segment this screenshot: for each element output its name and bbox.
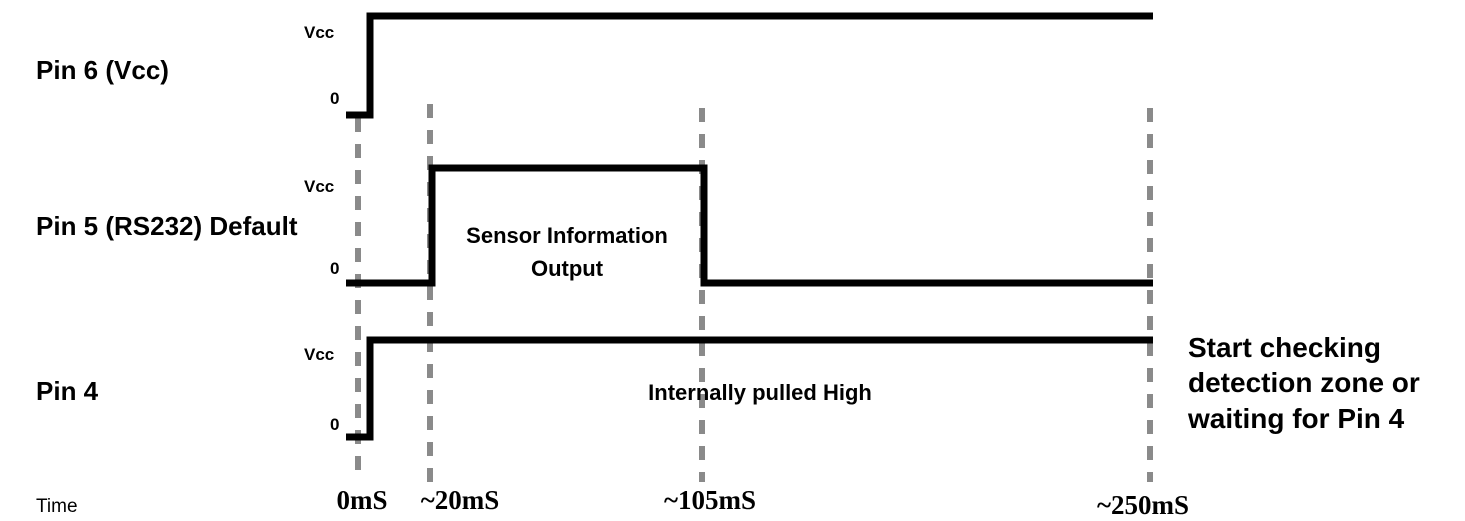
pin6-zero-level: 0 <box>330 89 339 108</box>
row-pin6: Pin 6 (Vcc) Vcc 0 <box>36 12 1153 119</box>
pin4-annotation: Internally pulled High <box>648 380 872 405</box>
pin4-waveform <box>346 336 1153 441</box>
pin5-vcc-level: Vcc <box>304 177 334 196</box>
side-note-line2: detection zone or <box>1188 367 1420 398</box>
time-axis: Time 0mS ~20mS ~105mS ~250mS <box>36 485 1189 520</box>
pin5-zero-level: 0 <box>330 259 339 278</box>
tick-105ms: ~105mS <box>664 485 756 515</box>
pin6-vcc-level: Vcc <box>304 23 334 42</box>
pin4-vcc-level: Vcc <box>304 345 334 364</box>
side-note-line1: Start checking <box>1188 332 1381 363</box>
pin5-annotation-line2: Output <box>531 256 604 281</box>
pin5-label: Pin 5 (RS232) Default <box>36 211 298 241</box>
tick-20ms: ~20mS <box>421 485 500 515</box>
pin6-waveform <box>346 12 1153 119</box>
tick-250ms: ~250mS <box>1097 490 1189 520</box>
row-pin5: Pin 5 (RS232) Default Vcc 0 Sensor Infor… <box>36 164 1153 287</box>
pin4-label: Pin 4 <box>36 376 99 406</box>
pin4-zero-level: 0 <box>330 415 339 434</box>
pin5-annotation-line1: Sensor Information <box>466 223 668 248</box>
tick-0ms: 0mS <box>336 485 387 515</box>
time-markers <box>355 104 1153 482</box>
pin6-label: Pin 6 (Vcc) <box>36 55 169 85</box>
side-note: Start checking detection zone or waiting… <box>1187 332 1420 434</box>
side-note-line3: waiting for Pin 4 <box>1187 403 1405 434</box>
row-pin4: Pin 4 Vcc 0 Internally pulled High <box>36 336 1153 441</box>
pin5-waveform <box>346 164 1153 287</box>
time-axis-title: Time <box>36 496 78 517</box>
